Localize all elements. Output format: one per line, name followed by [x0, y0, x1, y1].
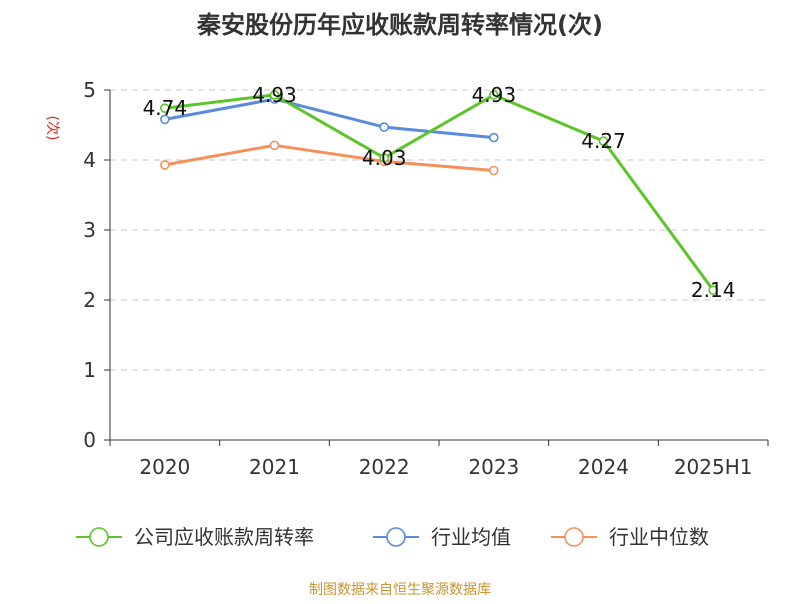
series-line [163, 97, 496, 140]
source-note: 制图数据来自恒生聚源数据库 [309, 582, 491, 598]
x-tick-label: 2020 [139, 455, 190, 479]
y-tick-label: 5 [83, 78, 96, 102]
y-tick-label: 1 [83, 358, 96, 382]
x-tick-label: 2024 [578, 455, 629, 479]
data-point [269, 140, 280, 151]
series-layer [160, 90, 718, 296]
y-tick-label: 0 [83, 428, 96, 452]
data-label: 4.93 [252, 83, 297, 107]
legend-marker-circle [386, 527, 406, 547]
y-tick-label: 4 [83, 148, 96, 172]
y-tick-label: 3 [83, 218, 96, 242]
data-point [379, 122, 389, 132]
legend: 公司应收账款周转率 行业均值 行业中位数 [76, 525, 709, 549]
legend-marker-circle [564, 527, 584, 547]
axis-layer: 0 1 2 3 4 5 2020 2021 2022 2023 2024 2025H1 [83, 78, 769, 479]
legend-marker-circle [89, 527, 109, 547]
label-layer: 4.74 4.93 4.03 4.93 4.27 2.14 [143, 83, 736, 302]
data-point [489, 165, 499, 176]
data-point [489, 132, 499, 143]
data-label: 2.14 [691, 278, 736, 302]
data-point [379, 153, 389, 163]
data-point [269, 90, 280, 100]
data-point [598, 136, 609, 146]
data-point [708, 285, 718, 296]
series-line [163, 93, 715, 292]
x-tick-label: 2025H1 [674, 455, 753, 479]
y-tick-label: 2 [83, 288, 96, 312]
legend-item: 公司应收账款周转率 [76, 525, 314, 549]
x-tick-label: 2021 [249, 455, 300, 479]
data-label: 4.93 [472, 83, 517, 107]
data-point [160, 103, 170, 113]
legend-label: 公司应收账款周转率 [134, 525, 314, 549]
data-label: 4.74 [143, 96, 188, 120]
data-point [160, 160, 170, 170]
data-label: 4.03 [362, 146, 407, 170]
x-tick-label: 2023 [468, 455, 519, 479]
x-tick-label: 2022 [359, 455, 410, 479]
y-axis-label: (次) [44, 116, 60, 141]
legend-label: 行业中位数 [609, 525, 709, 549]
chart-title: 秦安股份历年应收账款周转率情况(次) [196, 11, 603, 39]
data-point [160, 114, 170, 125]
legend-item: 行业中位数 [551, 525, 709, 549]
legend-item: 行业均值 [373, 525, 511, 549]
series-line [163, 143, 496, 172]
data-point [489, 90, 499, 100]
data-label: 4.27 [581, 129, 626, 153]
legend-label: 行业均值 [431, 525, 511, 549]
